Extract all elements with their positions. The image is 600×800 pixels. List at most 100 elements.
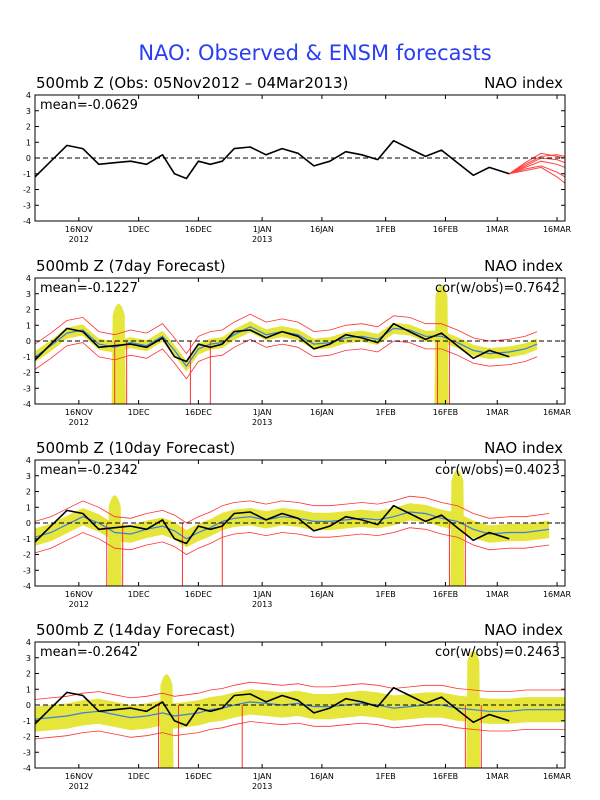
x-tick-label: 16FEB (433, 772, 458, 781)
x-tick-year-label: 2013 (252, 782, 272, 791)
y-tick-label: -2 (23, 733, 31, 742)
x-tick-label: 1MAR (486, 590, 509, 599)
forecast-member-line (508, 152, 565, 175)
forecast-member-line (509, 160, 565, 175)
observed-line (35, 139, 510, 180)
observed-line (35, 322, 510, 363)
forecast-member-line (509, 166, 565, 184)
x-tick-year-label: 2012 (69, 235, 89, 244)
spread-band (35, 503, 550, 548)
panel-data (35, 139, 565, 184)
y-tick-label: 0 (26, 701, 31, 710)
panel-data (35, 285, 538, 404)
panel-right-label: NAO index (484, 439, 563, 457)
mean-label: mean=-0.2342 (40, 463, 138, 478)
y-tick-label: 3 (26, 654, 31, 663)
x-tick-label: 1JAN (253, 772, 272, 781)
y-tick-label: -4 (23, 764, 31, 773)
x-tick-label: 16DEC (185, 408, 212, 417)
x-tick-label: 16NOV (65, 772, 93, 781)
panel-right-label: NAO index (484, 74, 563, 92)
x-tick-label: 1MAR (486, 225, 509, 234)
x-tick-label: 16MAR (543, 590, 572, 599)
x-tick-label: 16NOV (65, 590, 93, 599)
y-tick-label: -3 (23, 201, 31, 210)
x-tick-label: 16DEC (185, 772, 212, 781)
figure-title: NAO: Observed & ENSM forecasts (138, 41, 491, 65)
x-tick-label: 1DEC (128, 772, 150, 781)
panel-right-label: NAO index (484, 621, 563, 639)
x-tick-label: 16JAN (310, 408, 334, 417)
panel-2: 500mb Z (7day Forecast) NAO index mean=-0.… (23, 257, 572, 427)
y-tick-label: 0 (26, 519, 31, 528)
y-tick-label: -3 (23, 566, 31, 575)
y-tick-label: 1 (26, 503, 31, 512)
y-tick-label: 4 (26, 456, 31, 465)
x-tick-label: 1FEB (376, 590, 396, 599)
x-tick-label: 1DEC (128, 408, 150, 417)
x-tick-label: 1MAR (486, 772, 509, 781)
x-tick-year-label: 2013 (252, 235, 272, 244)
correlation-label: cor(w/obs)=0.4023 (435, 463, 560, 478)
x-tick-label: 1JAN (253, 225, 272, 234)
x-tick-label: 16NOV (65, 408, 93, 417)
x-tick-label: 1FEB (376, 772, 396, 781)
spread-spike (434, 285, 449, 404)
y-tick-label: 4 (26, 638, 31, 647)
member-lower-envelope (35, 721, 565, 740)
x-tick-year-label: 2012 (69, 418, 89, 427)
x-tick-label: 16FEB (433, 408, 458, 417)
x-tick-label: 16FEB (433, 225, 458, 234)
y-tick-label: -1 (23, 717, 31, 726)
y-tick-label: 1 (26, 138, 31, 147)
y-tick-label: -1 (23, 535, 31, 544)
panel-data (35, 650, 565, 768)
panel-data (35, 470, 550, 586)
x-tick-year-label: 2013 (252, 600, 272, 609)
x-tick-label: 1DEC (128, 590, 150, 599)
y-tick-label: 2 (26, 306, 31, 315)
member-upper-envelope (35, 313, 538, 355)
y-tick-label: 3 (26, 107, 31, 116)
y-tick-label: -4 (23, 217, 31, 226)
x-tick-label: 16JAN (310, 225, 334, 234)
x-tick-label: 16NOV (65, 225, 93, 234)
x-tick-year-label: 2012 (69, 600, 89, 609)
panel-4: 500mb Z (14day Forecast) NAO index mean=-0… (23, 621, 572, 791)
x-tick-label: 16MAR (543, 772, 572, 781)
y-tick-label: -3 (23, 384, 31, 393)
panel-right-label: NAO index (484, 257, 563, 275)
observed-line (35, 504, 510, 545)
x-tick-label: 1DEC (128, 225, 150, 234)
y-tick-label: -2 (23, 551, 31, 560)
spread-spike (111, 303, 126, 404)
forecast-member-line (508, 154, 565, 175)
y-tick-label: 1 (26, 685, 31, 694)
y-tick-label: 4 (26, 91, 31, 100)
member-upper-envelope (35, 681, 565, 700)
mean-label: mean=-0.0629 (40, 98, 138, 113)
member-upper-envelope (35, 495, 550, 524)
y-tick-label: -4 (23, 400, 31, 409)
spread-spike (107, 495, 122, 586)
x-tick-year-label: 2013 (252, 418, 272, 427)
ensemble-mean-line (35, 701, 565, 720)
mean-label: mean=-0.1227 (40, 281, 138, 296)
y-tick-label: -2 (23, 186, 31, 195)
y-tick-label: 3 (26, 290, 31, 299)
y-tick-label: -1 (23, 170, 31, 179)
y-tick-label: -4 (23, 582, 31, 591)
x-tick-label: 16MAR (543, 225, 572, 234)
panel-3: 500mb Z (10day Forecast) NAO index mean=-0… (23, 439, 572, 609)
panel-1: 500mb Z (Obs: 05Nov2012 – 04Mar2013) NAO … (23, 74, 572, 244)
x-tick-label: 1JAN (253, 408, 272, 417)
x-tick-label: 16JAN (310, 772, 334, 781)
ensemble-mean-line (35, 511, 550, 540)
y-tick-label: 3 (26, 472, 31, 481)
panel-title: 500mb Z (Obs: 05Nov2012 – 04Mar2013) (36, 74, 348, 92)
correlation-label: cor(w/obs)=0.7642 (435, 281, 560, 296)
forecast-member-line (509, 165, 565, 178)
panels: 500mb Z (Obs: 05Nov2012 – 04Mar2013) NAO … (23, 74, 572, 791)
y-tick-label: 1 (26, 321, 31, 330)
y-tick-label: 2 (26, 670, 31, 679)
